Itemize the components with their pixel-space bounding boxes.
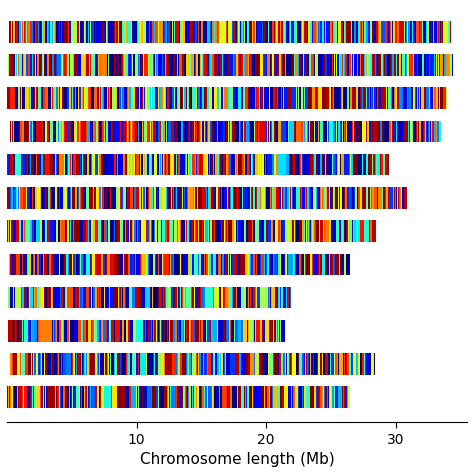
X-axis label: Chromosome length (Mb): Chromosome length (Mb) xyxy=(140,452,334,467)
